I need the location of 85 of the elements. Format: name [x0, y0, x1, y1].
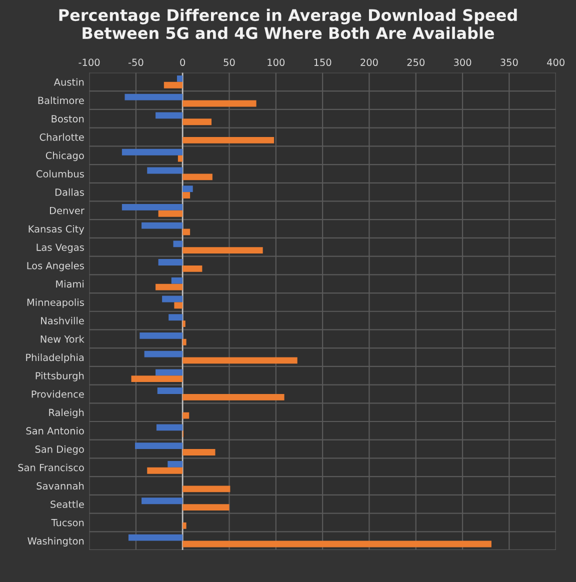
y-tick-label: San Antonio	[26, 426, 84, 435]
bar	[182, 394, 284, 400]
x-tick-label: 350	[500, 58, 518, 66]
bar	[142, 222, 183, 229]
bar	[182, 174, 212, 180]
bar	[182, 136, 274, 144]
y-tick-label: Pittsburgh	[36, 372, 84, 382]
bar	[156, 284, 183, 290]
bar	[168, 314, 183, 321]
y-tick-label: San Diego	[35, 445, 84, 455]
y-tick-label: Boston	[52, 115, 84, 122]
bar	[122, 148, 183, 156]
bar	[182, 192, 190, 198]
y-tick-label: Miami	[56, 280, 84, 288]
bar	[168, 460, 183, 468]
x-tick-label: -50	[128, 58, 144, 66]
y-tick-label: Dallas	[56, 188, 84, 196]
bar	[158, 210, 183, 217]
bar	[182, 100, 256, 107]
bar	[182, 338, 186, 346]
y-tick-label: Nashville	[41, 316, 84, 324]
bar	[158, 259, 183, 266]
bar	[182, 357, 298, 364]
x-tick-label: 300	[454, 58, 472, 66]
bar	[162, 296, 183, 302]
x-tick-label: 250	[407, 58, 425, 66]
bar	[182, 247, 263, 254]
bar	[147, 467, 183, 474]
y-tick-label: Chicago	[46, 152, 84, 162]
bar	[182, 186, 193, 192]
bar	[164, 82, 183, 88]
bar	[176, 76, 183, 82]
y-tick-label: Baltimore	[38, 96, 84, 104]
x-tick-label: 100	[268, 58, 285, 66]
bar	[157, 388, 183, 394]
y-tick-label: Philadelphia	[26, 354, 84, 363]
bar	[122, 204, 183, 210]
y-tick-label: Savannah	[36, 482, 84, 490]
bar	[128, 534, 183, 541]
bar	[182, 449, 216, 456]
y-tick-label: Columbus	[36, 170, 84, 178]
bar	[124, 94, 183, 100]
bar	[182, 118, 212, 126]
chart-title: Percentage Difference in Average Download Speed Between 5G and 4G Where Both Are Available	[59, 8, 517, 40]
bar	[156, 112, 183, 119]
bar	[171, 277, 183, 284]
y-tick-label: Tucson	[51, 519, 84, 526]
bar	[182, 504, 230, 511]
y-tick-label: San Francisco	[18, 464, 84, 472]
bar	[174, 302, 183, 309]
x-tick-label: 0	[180, 58, 186, 66]
y-tick-label: Kansas City	[28, 225, 84, 234]
bar	[182, 522, 186, 529]
x-tick-label: 200	[360, 58, 378, 66]
y-tick-label: Denver	[50, 207, 84, 214]
bar	[142, 498, 183, 504]
bar	[173, 240, 183, 248]
y-tick-label: Las Vegas	[36, 244, 84, 253]
y-tick-label: Los Angeles	[27, 262, 84, 272]
bar	[156, 369, 183, 376]
bar	[182, 265, 202, 272]
bar	[140, 332, 183, 339]
bar	[182, 228, 190, 236]
bar	[144, 350, 183, 358]
bar	[182, 540, 492, 548]
bar	[182, 412, 190, 419]
x-tick-label: 400	[547, 58, 564, 66]
y-tick-label: New York	[40, 335, 84, 343]
bar	[182, 486, 230, 492]
bar	[135, 442, 183, 450]
y-tick-label: Providence	[32, 390, 84, 398]
bar	[182, 320, 186, 327]
y-tick-label: Minneapolis	[27, 298, 84, 308]
x-tick-label: 150	[314, 58, 332, 66]
y-tick-label: Washington	[28, 537, 84, 547]
y-tick-label: Seattle	[50, 500, 84, 508]
y-tick-label: Austin	[54, 78, 84, 86]
bar	[147, 167, 183, 174]
bar	[178, 155, 183, 162]
bar	[131, 376, 183, 382]
y-tick-label: Charlotte	[40, 133, 84, 141]
y-tick-label: Raleigh	[49, 408, 84, 418]
bar	[156, 424, 183, 431]
x-tick-label: 50	[224, 58, 235, 66]
x-tick-label: -100	[78, 58, 100, 66]
